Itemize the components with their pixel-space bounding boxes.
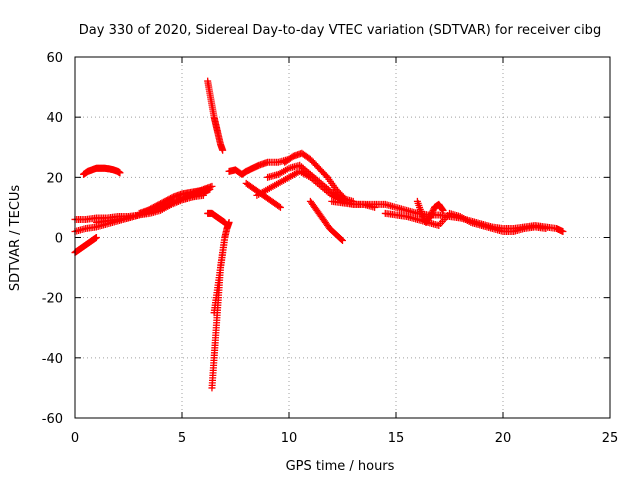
data-point — [276, 203, 284, 211]
data-point — [275, 202, 283, 210]
data-point — [339, 193, 347, 201]
x-axis-label: GPS time / hours — [286, 459, 395, 474]
series-arc-steep-down-2 — [210, 218, 233, 317]
data-point — [427, 211, 435, 219]
data-point — [559, 227, 567, 235]
x-tick-label: 25 — [602, 431, 619, 446]
data-point — [429, 206, 437, 214]
data-point — [418, 211, 426, 219]
series-arc-wave-16 — [413, 197, 447, 226]
data-point — [426, 212, 434, 220]
y-tick-label: 0 — [55, 232, 63, 247]
y-tick-label: 60 — [46, 51, 63, 66]
data-point — [438, 205, 446, 213]
data-point — [337, 236, 345, 244]
series-arc-cross — [135, 185, 212, 217]
data-point — [92, 234, 100, 241]
data-point — [428, 209, 436, 217]
data-point — [339, 237, 346, 245]
series-arc-dropout — [204, 209, 229, 226]
series-arc-fall-short — [306, 197, 346, 245]
y-tick-label: 20 — [46, 171, 63, 186]
axis-ticks — [74, 56, 611, 419]
data-point — [439, 206, 447, 214]
y-tick-label: -60 — [42, 412, 63, 427]
y-tick-label: 40 — [46, 111, 63, 126]
x-tick-label: 20 — [495, 431, 512, 446]
series-arc-peak-c — [281, 149, 349, 202]
data-points — [71, 77, 567, 392]
data-point — [204, 185, 212, 193]
data-point — [322, 172, 330, 180]
series-arc-tail-b — [381, 209, 550, 235]
data-point — [221, 218, 229, 226]
data-point — [419, 212, 427, 220]
series-arc-down-left — [242, 179, 284, 211]
y-tick-label: -40 — [42, 352, 63, 367]
x-tick-label: 0 — [71, 431, 79, 446]
data-point — [219, 146, 227, 154]
series-arc-steep-fall — [204, 77, 227, 154]
chart-title: Day 330 of 2020, Sidereal Day-to-day VTE… — [79, 23, 601, 38]
series-arc-early-hump — [80, 164, 124, 178]
data-point — [428, 208, 436, 216]
series-arc-mid-scatter — [225, 155, 293, 178]
x-tick-labels: 0 5 10 15 20 25 — [71, 431, 618, 446]
y-axis-label: SDTVAR / TECUs — [8, 185, 23, 292]
grid-lines — [75, 57, 610, 418]
data-point — [208, 182, 216, 190]
y-tick-label: -20 — [42, 292, 63, 307]
y-tick-labels: -60 -40 -20 0 20 40 60 — [42, 51, 63, 427]
data-point — [116, 169, 124, 177]
data-point — [418, 209, 426, 217]
x-tick-label: 10 — [281, 431, 298, 446]
x-tick-label: 5 — [178, 431, 186, 446]
x-tick-label: 15 — [388, 431, 405, 446]
data-point — [542, 224, 550, 232]
